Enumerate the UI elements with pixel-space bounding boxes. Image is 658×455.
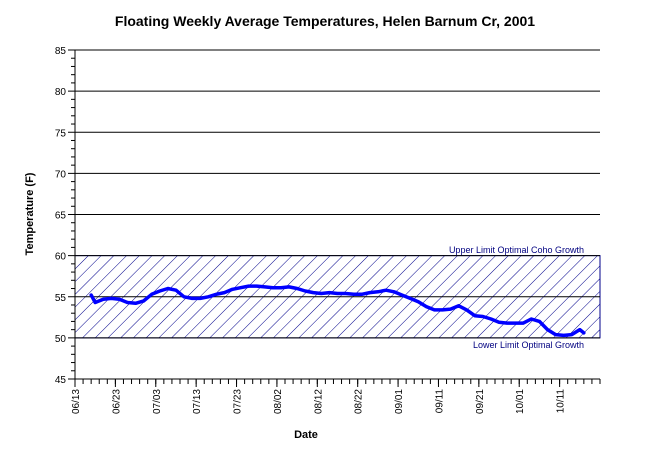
x-tick-label: 06/23 bbox=[111, 389, 122, 414]
x-tick-label: 09/01 bbox=[394, 389, 405, 414]
y-tick-label: 55 bbox=[55, 293, 67, 304]
series bbox=[89, 284, 586, 338]
x-tick-label: 10/01 bbox=[515, 389, 526, 414]
x-tick-label: 09/11 bbox=[434, 389, 445, 414]
y-axis-label: Temperature (F) bbox=[24, 172, 36, 255]
y-axis-ticks: 45 50 55 60 65 70 75 80 85 bbox=[55, 46, 75, 386]
x-tick-label: 09/21 bbox=[475, 389, 486, 414]
y-tick-label: 60 bbox=[55, 252, 67, 263]
x-axis-label: Date bbox=[294, 429, 318, 441]
y-tick-label: 80 bbox=[55, 87, 67, 98]
y-tick-label: 85 bbox=[55, 46, 67, 57]
x-tick-label: 06/13 bbox=[71, 389, 82, 414]
y-tick-label: 50 bbox=[55, 334, 67, 345]
gridlines bbox=[75, 49, 600, 339]
x-tick-label: 08/22 bbox=[354, 389, 365, 414]
lower-limit-label: Lower Limit Optimal Growth bbox=[473, 340, 584, 350]
x-tick-label: 07/03 bbox=[152, 389, 163, 414]
series-line bbox=[89, 284, 586, 338]
y-tick-label: 45 bbox=[55, 375, 67, 386]
y-tick-label: 70 bbox=[55, 169, 67, 180]
x-tick-label: 08/12 bbox=[313, 389, 324, 414]
upper-limit-label: Upper Limit Optimal Coho Growth bbox=[449, 245, 584, 255]
x-tick-label: 10/11 bbox=[556, 389, 567, 414]
y-tick-label: 75 bbox=[55, 128, 67, 139]
x-tick-label: 07/23 bbox=[233, 389, 244, 414]
chart-title: Floating Weekly Average Temperatures, He… bbox=[115, 13, 535, 29]
x-axis-ticks: 06/13 06/23 07/03 07/13 07/23 08/02 08/12 08/22… bbox=[71, 379, 601, 414]
x-tick-label: 07/13 bbox=[192, 389, 203, 414]
x-tick-label: 08/02 bbox=[273, 389, 284, 414]
y-tick-label: 65 bbox=[55, 211, 67, 222]
